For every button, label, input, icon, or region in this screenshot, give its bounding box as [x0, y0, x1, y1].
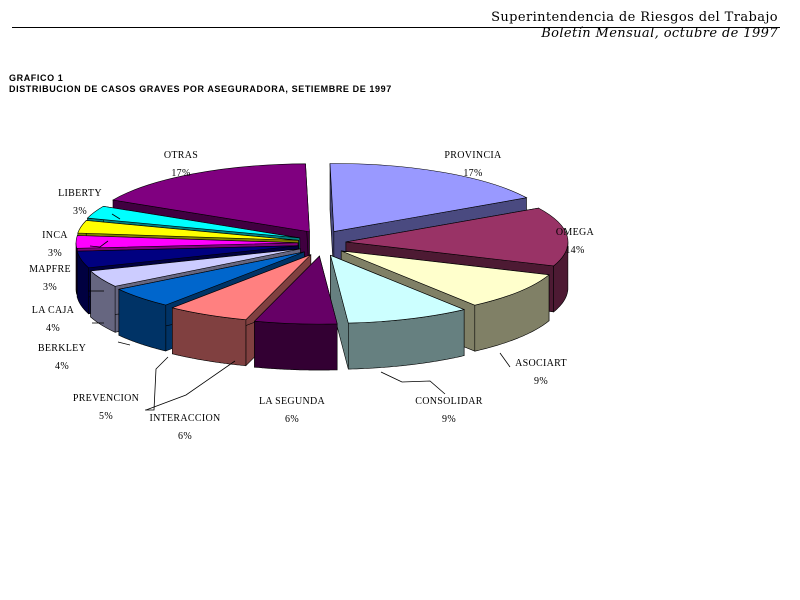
slice-top — [86, 205, 300, 239]
slice-top — [329, 163, 528, 232]
slice-percent-la-segunda: 6% — [285, 414, 299, 425]
report-header-title: Superintendencia de Riesgos del Trabajo — [491, 10, 778, 25]
slice-outer-face — [75, 242, 77, 295]
slice-label-omega: OMEGA — [556, 227, 595, 238]
slice-label-interaccion: INTERACCION — [149, 413, 220, 424]
slice-top — [75, 235, 299, 249]
leader-line-liberty — [111, 213, 121, 220]
slice-top — [112, 163, 310, 233]
slice-label-consolidar: CONSOLIDAR — [415, 396, 482, 407]
slice-label-berkley: BERKLEY — [38, 343, 86, 354]
leader-line-prevencion — [145, 356, 169, 411]
slice-label-otras: OTRAS — [164, 150, 198, 161]
slice-percent-mapfre: 3% — [43, 282, 57, 293]
slice-top — [117, 251, 305, 306]
slice-outer-face — [254, 320, 338, 371]
slice-percent-asociart: 9% — [534, 376, 548, 387]
slice-top — [89, 248, 301, 287]
leader-line-inca — [89, 240, 109, 248]
report-header-subtitle: Boletín Mensual, octubre de 1997 — [541, 26, 778, 41]
slice-top — [77, 220, 299, 241]
slice-percent-inca: 3% — [48, 248, 62, 259]
slice-label-provincia: PROVINCIA — [444, 150, 502, 161]
leader-line-interaccion — [145, 360, 236, 411]
slice-percent-interaccion: 6% — [178, 431, 192, 442]
slice-top — [341, 250, 550, 306]
slice-label-inca: INCA — [42, 230, 68, 241]
slice-percent-omega: 14% — [565, 245, 584, 256]
chart-number: GRAFICO 1 — [9, 73, 64, 83]
chart-title: DISTRIBUCION DE CASOS GRAVES POR ASEGURA… — [9, 84, 392, 94]
slice-percent-consolidar: 9% — [442, 414, 456, 425]
slice-percent-otras: 17% — [171, 168, 190, 179]
slice-label-asociart: ASOCIART — [515, 358, 567, 369]
slice-top — [330, 254, 466, 324]
slice-percent-liberty: 3% — [73, 206, 87, 217]
slice-label-mapfre: MAPFRE — [29, 264, 71, 275]
slice-top — [171, 254, 312, 321]
slice-percent-la-caja: 4% — [46, 323, 60, 334]
slice-top — [345, 207, 569, 267]
leader-line-berkley — [117, 341, 131, 346]
slice-label-la-caja: LA CAJA — [32, 305, 75, 316]
slice-top — [76, 245, 299, 269]
slice-percent-provincia: 17% — [463, 168, 482, 179]
slice-label-la-segunda: LA SEGUNDA — [259, 396, 326, 407]
slice-label-prevencion: PREVENCION — [73, 393, 139, 404]
slice-consolidar — [330, 254, 466, 370]
pie-sides — [75, 163, 569, 371]
slice-percent-prevencion: 5% — [99, 411, 113, 422]
header-divider — [12, 27, 780, 28]
slice-top — [253, 255, 338, 325]
slice-labels: PROVINCIA 17% OMEGA 14% ASOCIART 9% CONSOLIDAR… — [29, 150, 594, 442]
slice-percent-berkley: 4% — [55, 361, 69, 372]
leader-line-consolidar — [380, 371, 446, 395]
leader-line-asociart — [499, 352, 511, 368]
slice-label-liberty: LIBERTY — [58, 188, 102, 199]
slice-la-segunda — [253, 255, 338, 371]
